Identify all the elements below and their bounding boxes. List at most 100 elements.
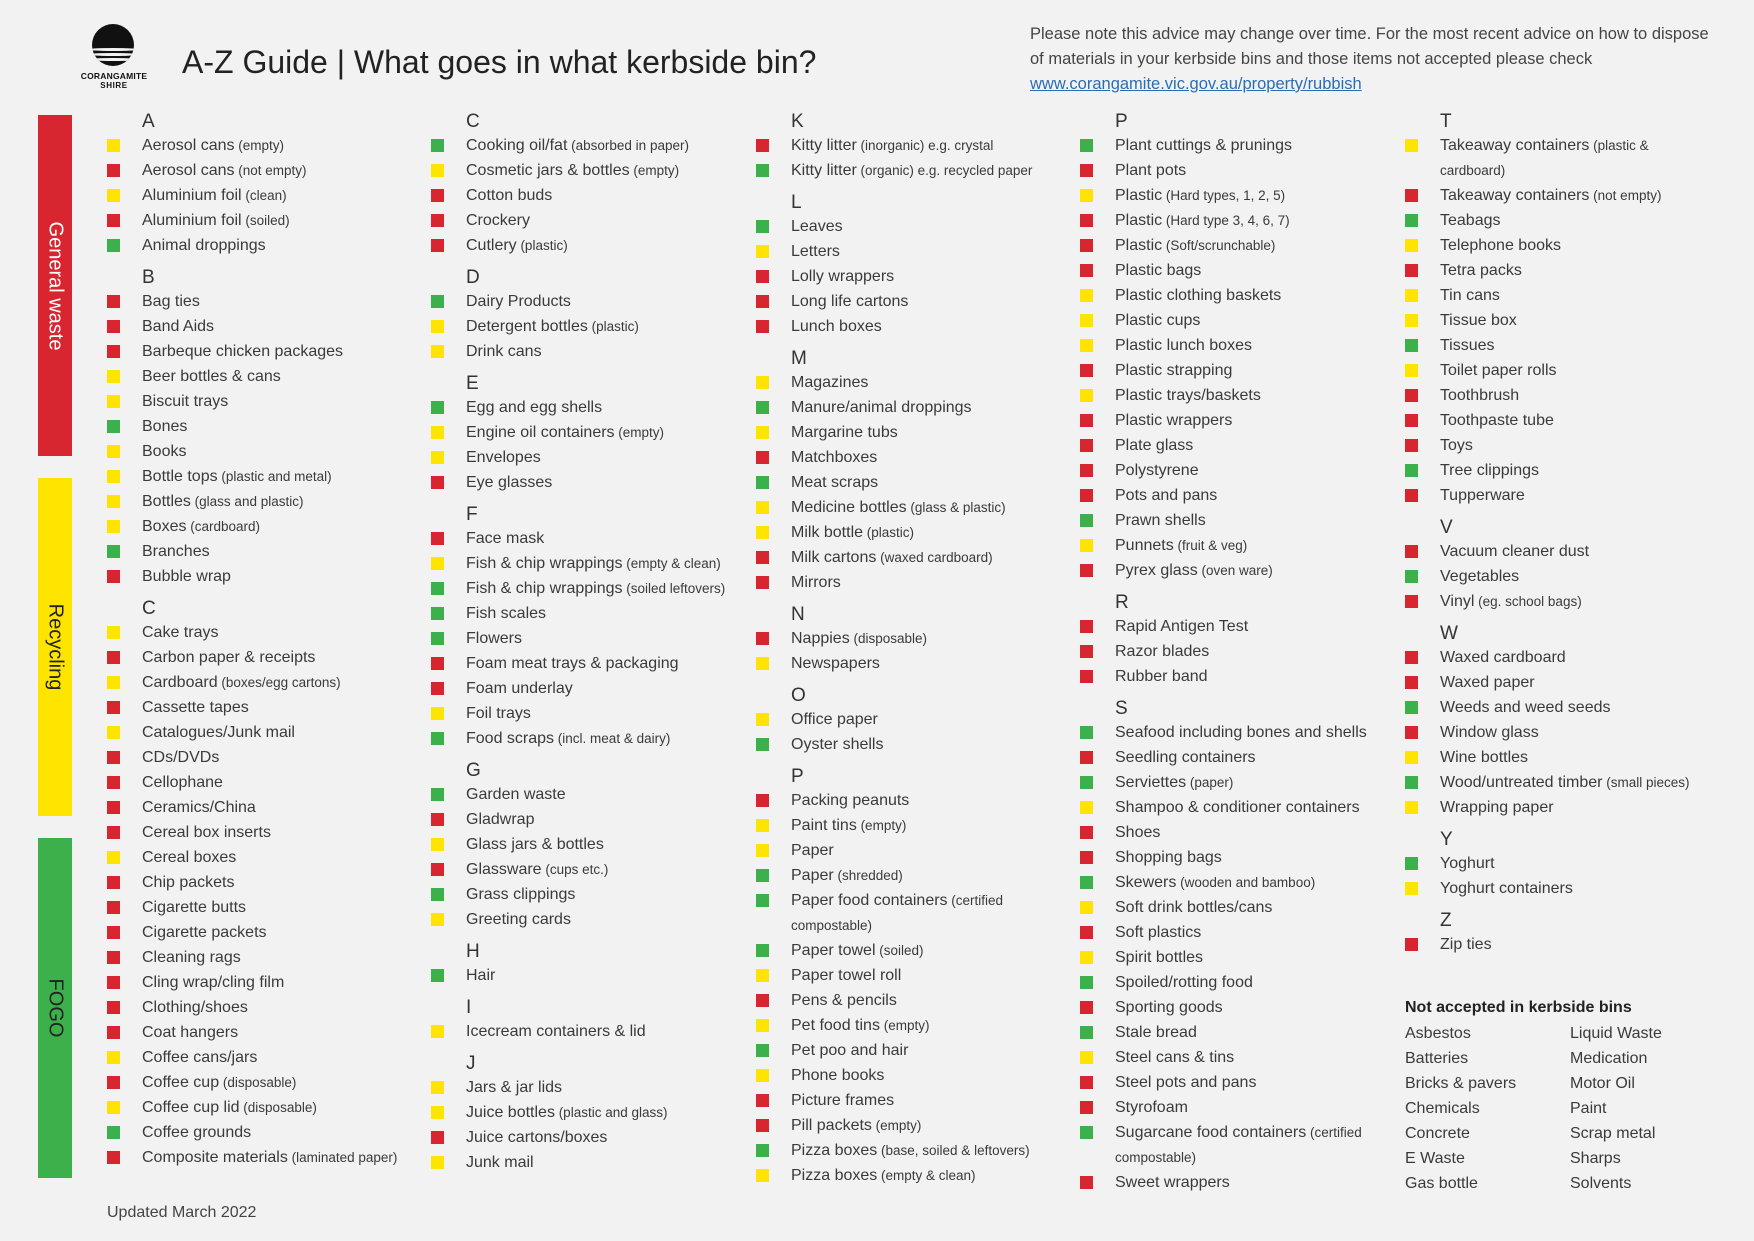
not-accepted-item: Asbestos — [1405, 1025, 1471, 1042]
section-letter: S — [1115, 698, 1128, 719]
list-item: Aluminium foil (soiled) — [107, 208, 397, 233]
bin-colour-marker — [431, 345, 444, 358]
item-qualifier: (empty) — [614, 425, 665, 440]
list-item: Fish & chip wrappings (soiled leftovers) — [431, 576, 725, 601]
section-letter: V — [1440, 517, 1453, 538]
list-item: Sugarcane food containers (certified — [1080, 1120, 1367, 1145]
item-name: Coffee cup lid — [142, 1099, 240, 1116]
item-name: Cooking oil/fat — [466, 137, 568, 154]
bin-colour-marker — [756, 1044, 769, 1057]
section-r: R Rapid Antigen Test Razor blades Rubber ba… — [1080, 592, 1367, 689]
section-g: G Garden waste Gladwrap Glass jars & bottle… — [431, 760, 725, 932]
item-qualifier: cardboard) — [1440, 163, 1506, 178]
list-item: Cereal box inserts — [107, 820, 397, 845]
item-name: Zip ties — [1440, 936, 1492, 953]
item-name: Aluminium foil — [142, 187, 242, 204]
list-item: Plant pots — [1080, 158, 1367, 183]
list-item: Chip packets — [107, 870, 397, 895]
item-name: Aerosol cans — [142, 137, 235, 154]
not-accepted-item: Medication — [1570, 1050, 1648, 1067]
list-item: Stale bread — [1080, 1020, 1367, 1045]
legend-recycling-label: Recycling — [44, 603, 67, 691]
list-item: Coat hangers — [107, 1020, 397, 1045]
item-name: Icecream containers & lid — [466, 1023, 646, 1040]
bin-colour-marker — [1080, 645, 1093, 658]
section-letter: B — [142, 267, 155, 288]
item-name: Plate glass — [1115, 437, 1194, 454]
item-name: Steel pots and pans — [1115, 1074, 1257, 1091]
list-item: Cutlery (plastic) — [431, 233, 725, 258]
item-name: Band Aids — [142, 318, 215, 335]
legend-recycling: Recycling — [38, 478, 72, 816]
bin-colour-marker — [431, 732, 444, 745]
item-qualifier: (plastic) — [863, 525, 915, 540]
item-name: Garden waste — [466, 786, 566, 803]
bin-colour-marker — [431, 1106, 444, 1119]
item-name: Foam underlay — [466, 680, 573, 697]
item-name: Shampoo & conditioner containers — [1115, 799, 1360, 816]
bin-colour-marker — [756, 426, 769, 439]
rubbish-info-link[interactable]: www.corangamite.vic.gov.au/property/rubb… — [1030, 75, 1362, 93]
item-qualifier: (disposable) — [239, 1100, 317, 1115]
bin-colour-marker — [1405, 214, 1418, 227]
bin-colour-marker — [1405, 389, 1418, 402]
section-letter: D — [466, 267, 480, 288]
list-item: Kitty litter (inorganic) e.g. crystal — [756, 133, 1032, 158]
item-name: Jars & jar lids — [466, 1079, 563, 1096]
item-qualifier: (soiled) — [241, 213, 290, 228]
bin-colour-marker — [1080, 539, 1093, 552]
list-item: Cake trays — [107, 620, 397, 645]
list-item: Gladwrap — [431, 807, 725, 832]
item-name: Fish & chip wrappings — [466, 555, 623, 572]
bin-colour-marker — [107, 320, 120, 333]
bin-colour-marker — [756, 295, 769, 308]
list-item: Shopping bags — [1080, 845, 1367, 870]
item-name: Foam meat trays & packaging — [466, 655, 679, 672]
list-item: Grass clippings — [431, 882, 725, 907]
list-item: Cellophane — [107, 770, 397, 795]
list-item: Packing peanuts — [756, 788, 1032, 813]
list-item: Toilet paper rolls — [1405, 358, 1690, 383]
item-qualifier: (empty) — [879, 1018, 930, 1033]
bin-colour-marker — [756, 270, 769, 283]
item-name: Takeaway containers — [1440, 137, 1590, 154]
item-qualifier: (empty) — [629, 163, 680, 178]
bin-colour-marker — [431, 838, 444, 851]
item-qualifier: (absorbed in paper) — [567, 138, 689, 153]
list-item: Animal droppings — [107, 233, 397, 258]
list-item: Razor blades — [1080, 639, 1367, 664]
bin-colour-marker — [107, 626, 120, 639]
bin-colour-marker — [431, 214, 444, 227]
bin-colour-marker — [1405, 364, 1418, 377]
item-name: Spirit bottles — [1115, 949, 1204, 966]
list-item: Soft drink bottles/cans — [1080, 895, 1367, 920]
bin-colour-marker — [1080, 1176, 1093, 1189]
item-name: Toilet paper rolls — [1440, 362, 1557, 379]
bin-colour-marker — [1405, 676, 1418, 689]
bin-colour-marker — [107, 370, 120, 383]
item-name: Vinyl — [1440, 593, 1475, 610]
list-item: Flowers — [431, 626, 725, 651]
not-accepted-item: Sharps — [1570, 1150, 1621, 1167]
bin-colour-marker — [107, 651, 120, 664]
item-name: Newspapers — [791, 655, 880, 672]
item-name: Wrapping paper — [1440, 799, 1554, 816]
item-name: Packing peanuts — [791, 792, 910, 809]
list-item: Polystyrene — [1080, 458, 1367, 483]
bin-colour-marker — [1080, 264, 1093, 277]
bin-colour-marker — [107, 851, 120, 864]
item-name: Phone books — [791, 1067, 885, 1084]
item-qualifier: (empty & clean) — [877, 1168, 976, 1183]
item-name: Flowers — [466, 630, 523, 647]
item-qualifier: (soiled) — [875, 943, 924, 958]
section-m: M Magazines Manure/animal droppings Margari… — [756, 348, 1032, 595]
bin-colour-marker — [756, 894, 769, 907]
item-name: Steel cans & tins — [1115, 1049, 1235, 1066]
not-accepted-item: Motor Oil — [1570, 1075, 1635, 1092]
list-item: Seedling containers — [1080, 745, 1367, 770]
section-l: L Leaves Letters Lolly wrappers Long life ca… — [756, 192, 1032, 339]
item-name: Tissue box — [1440, 312, 1517, 329]
list-item: Cooking oil/fat (absorbed in paper) — [431, 133, 725, 158]
item-name: Catalogues/Junk mail — [142, 724, 295, 741]
item-name: Face mask — [466, 530, 545, 547]
